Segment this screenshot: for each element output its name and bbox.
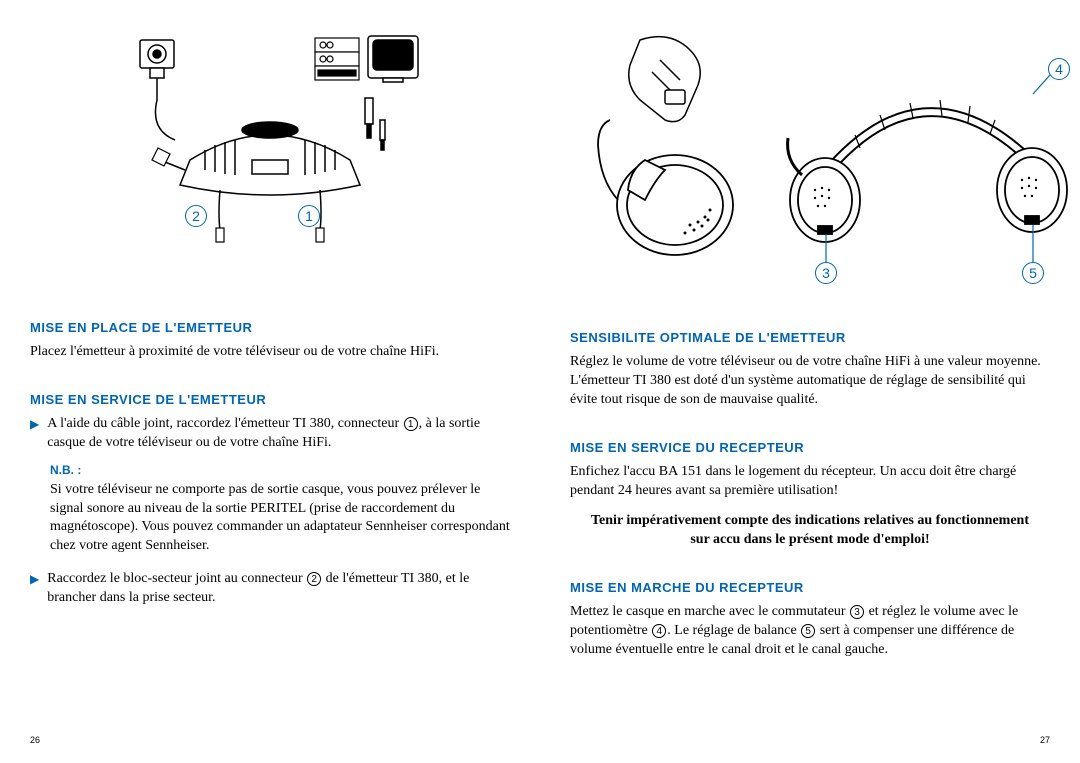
- bullet-2: ▶ Raccordez le bloc-secteur joint au con…: [30, 570, 510, 608]
- heading-mise-en-marche: MISE EN MARCHE DU RECEPTEUR: [570, 580, 1050, 595]
- inline-num-2: 2: [307, 572, 321, 586]
- callout-2: 2: [185, 205, 207, 227]
- heading-mise-en-service-recepteur: MISE EN SERVICE DU RECEPTEUR: [570, 440, 1050, 455]
- page-left: 2 1 MISE EN PLACE DE L'EMETTEUR Placez l…: [0, 0, 540, 763]
- inline-num-4: 4: [652, 624, 666, 638]
- inline-num-1: 1: [404, 417, 418, 431]
- nb-body: Si votre téléviseur ne comporte pas de s…: [50, 481, 510, 557]
- bullet-2-text: Raccordez le bloc-secteur joint au conne…: [47, 570, 510, 608]
- bullet-1-text: A l'aide du câble joint, raccordez l'éme…: [47, 415, 510, 453]
- heading-mise-en-place: MISE EN PLACE DE L'EMETTEUR: [30, 320, 510, 335]
- callout-4: 4: [1048, 58, 1070, 80]
- section-mise-en-place: MISE EN PLACE DE L'EMETTEUR Placez l'éme…: [30, 320, 510, 362]
- bullet-arrow-icon: ▶: [30, 572, 39, 608]
- inline-num-5: 5: [801, 624, 815, 638]
- inline-num-3: 3: [850, 605, 864, 619]
- nb-label: N.B. :: [50, 463, 510, 477]
- heading-mise-en-service-emetteur: MISE EN SERVICE DE L'EMETTEUR: [30, 392, 510, 407]
- bullet-1: ▶ A l'aide du câble joint, raccordez l'é…: [30, 415, 510, 453]
- section-sensibilite: SENSIBILITE OPTIMALE DE L'EMETTEUR Régle…: [570, 330, 1050, 410]
- page-number-left: 26: [30, 735, 40, 745]
- section-mise-en-service-recepteur: MISE EN SERVICE DU RECEPTEUR Enfichez l'…: [570, 440, 1050, 551]
- page-right: 4 3 5 SENSIBILITE OPTIMALE DE L'EMETTEUR…: [540, 0, 1080, 763]
- section-mise-en-marche: MISE EN MARCHE DU RECEPTEUR Mettez le ca…: [570, 580, 1050, 660]
- mise-marche-c: . Le réglage de balance: [667, 623, 800, 638]
- body-mise-en-service-recepteur: Enfichez l'accu BA 151 dans le logement …: [570, 463, 1050, 501]
- body-sensibilite: Réglez le volume de votre téléviseur ou …: [570, 353, 1050, 410]
- bullet-2-text-a: Raccordez le bloc-secteur joint au conne…: [47, 571, 306, 586]
- callout-1: 1: [298, 205, 320, 227]
- mise-marche-a: Mettez le casque en marche avec le commu…: [570, 604, 849, 619]
- bullet-arrow-icon: ▶: [30, 417, 39, 453]
- callout-5: 5: [1022, 262, 1044, 284]
- body-mise-en-place: Placez l'émetteur à proximité de votre t…: [30, 343, 510, 362]
- bold-warning: Tenir impérativement compte des indicati…: [590, 512, 1030, 550]
- section-mise-en-service-emetteur: MISE EN SERVICE DE L'EMETTEUR ▶ A l'aide…: [30, 392, 510, 608]
- illustration-receiver: 4 3 5: [570, 30, 1050, 290]
- page-number-right: 27: [1040, 735, 1050, 745]
- bullet-1-text-a: A l'aide du câble joint, raccordez l'éme…: [47, 416, 402, 431]
- body-mise-en-marche: Mettez le casque en marche avec le commu…: [570, 603, 1050, 660]
- callout-3: 3: [815, 262, 837, 284]
- illustration-transmitter: 2 1: [30, 30, 510, 280]
- heading-sensibilite: SENSIBILITE OPTIMALE DE L'EMETTEUR: [570, 330, 1050, 345]
